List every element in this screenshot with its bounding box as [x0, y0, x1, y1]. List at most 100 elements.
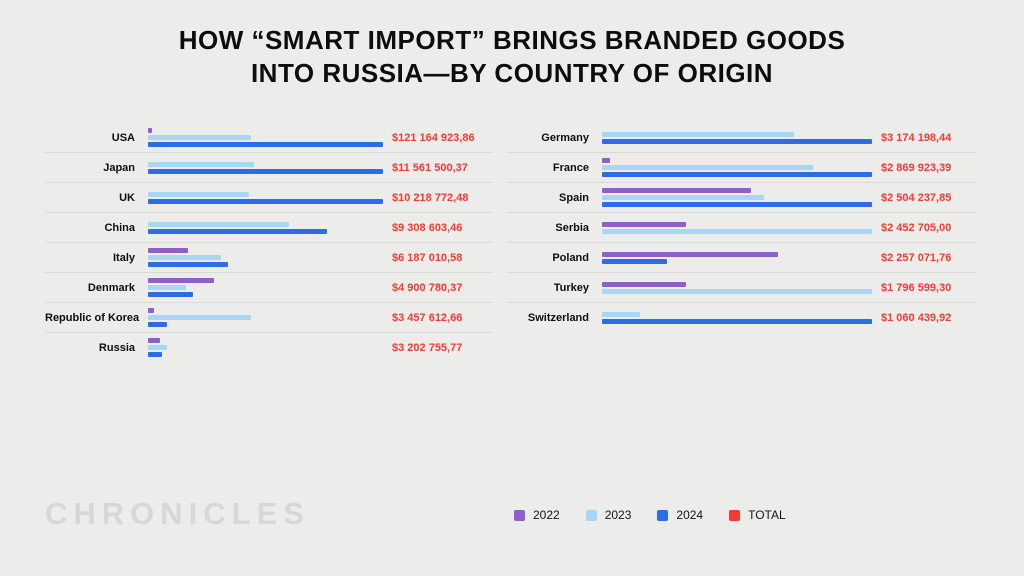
- table-row: Poland $2 257 071,76: [507, 242, 977, 272]
- bar-2024: [602, 138, 872, 144]
- legend-item-2024: 2024: [657, 508, 703, 522]
- country-label: France: [552, 161, 589, 174]
- country-label: Turkey: [553, 281, 589, 294]
- bar-2023: [602, 165, 813, 170]
- table-row: Republic of Korea $3 457 612,66: [45, 302, 492, 332]
- legend-label: 2024: [676, 508, 704, 522]
- bar-group: [602, 251, 872, 264]
- bar-2022: [602, 251, 778, 257]
- table-row: Germany $3 174 198,44: [507, 123, 977, 152]
- total-value: $11 561 500,37: [392, 161, 468, 174]
- country-label: USA: [111, 131, 135, 144]
- chart-left: USA $121 164 923,86 Japan $11 561 500,37 UK $…: [45, 123, 492, 362]
- bar-group: [602, 221, 872, 234]
- bar-2023: [602, 131, 794, 137]
- country-label: Switzerland: [527, 311, 589, 324]
- table-row: Japan $11 561 500,37: [45, 152, 492, 182]
- legend-label: TOTAL: [748, 508, 786, 522]
- bar-group: [602, 158, 872, 177]
- bar-2023: [148, 315, 252, 320]
- bar-2022: [148, 128, 152, 133]
- bar-group: [148, 308, 383, 327]
- bar-2024: [602, 258, 667, 264]
- total-value: $6 187 010,58: [392, 251, 463, 264]
- table-row: China $9 308 603,46: [45, 212, 492, 242]
- total-value: $2 452 705,00: [881, 221, 952, 234]
- table-row: Russia $3 202 755,77: [45, 332, 492, 362]
- bar-2022: [148, 248, 188, 253]
- bar-group: [148, 191, 383, 204]
- table-row: France $2 869 923,39: [507, 152, 977, 182]
- country-label: Serbia: [555, 221, 589, 234]
- bar-2023: [148, 221, 289, 227]
- table-row: Denmark $4 900 780,37: [45, 272, 492, 302]
- country-label: Poland: [552, 251, 589, 264]
- total-value: $1 060 439,92: [881, 311, 952, 324]
- bar-2023: [148, 285, 186, 290]
- total-value: $1 796 599,30: [881, 281, 952, 294]
- total-value: $3 202 755,77: [392, 341, 463, 354]
- table-row: UK $10 218 772,48: [45, 182, 492, 212]
- legend-item-2022: 2022: [514, 508, 560, 522]
- legend-label: 2022: [533, 508, 560, 522]
- country-label: Italy: [112, 251, 135, 264]
- bar-2022: [602, 188, 751, 193]
- country-label: Germany: [541, 131, 589, 144]
- bar-2022: [148, 308, 154, 313]
- bar-group: [148, 128, 383, 147]
- legend-swatch-2022: [514, 509, 525, 521]
- legend-swatch-2024: [657, 509, 669, 521]
- bar-group: [148, 161, 383, 174]
- table-row: Switzerland $1 060 439,92: [507, 302, 977, 332]
- country-label: Russia: [98, 341, 135, 354]
- legend-item-total: TOTAL: [729, 508, 786, 522]
- bar-2023: [602, 311, 640, 317]
- bar-group: [148, 221, 383, 234]
- bar-2024: [602, 202, 872, 207]
- bar-2022: [602, 221, 686, 227]
- table-row: Italy $6 187 010,58: [45, 242, 492, 272]
- total-value: $121 164 923,86: [392, 131, 475, 144]
- country-label: Denmark: [87, 281, 135, 294]
- bar-group: [602, 131, 872, 144]
- bar-2024: [148, 198, 383, 204]
- bar-2024: [602, 172, 872, 177]
- total-value: $2 257 071,76: [881, 251, 952, 264]
- bar-2024: [148, 168, 383, 174]
- bar-2022: [602, 158, 611, 163]
- total-value: $4 900 780,37: [392, 281, 463, 294]
- country-label: Japan: [103, 161, 135, 174]
- page-title: HOW “SMART IMPORT” BRINGS BRANDED GOODS …: [0, 24, 1024, 91]
- legend-swatch-total: [729, 509, 741, 521]
- bar-2023: [148, 161, 254, 167]
- bar-group: [602, 188, 872, 207]
- bar-group: [148, 338, 383, 357]
- table-row: USA $121 164 923,86: [45, 123, 492, 152]
- bar-group: [602, 311, 872, 324]
- bar-2024: [148, 292, 193, 297]
- bar-2022: [148, 338, 160, 343]
- bar-group: [148, 278, 383, 297]
- legend-swatch-2023: [585, 509, 597, 521]
- bar-group: [148, 248, 383, 267]
- total-value: $10 218 772,48: [392, 191, 469, 204]
- bar-group: [602, 281, 872, 294]
- bar-2024: [602, 318, 872, 324]
- legend-item-2023: 2023: [585, 508, 631, 522]
- bar-2023: [602, 195, 764, 200]
- bar-2022: [148, 278, 214, 283]
- table-row: Serbia $2 452 705,00: [507, 212, 977, 242]
- country-label: UK: [119, 191, 135, 204]
- total-value: $3 174 198,44: [881, 131, 952, 144]
- country-label: Spain: [559, 191, 589, 204]
- table-row: Turkey $1 796 599,30: [507, 272, 977, 302]
- chart-right: Germany $3 174 198,44 France $2 869 923,39 S…: [507, 123, 977, 332]
- country-label: Republic of Korea: [45, 311, 140, 324]
- bar-2024: [148, 262, 228, 267]
- bar-2023: [148, 135, 252, 140]
- title-line-2: INTO RUSSIA—BY COUNTRY OF ORIGIN: [250, 58, 774, 89]
- bar-2022: [602, 281, 686, 287]
- legend: 2022 2023 2024 TOTAL: [514, 508, 786, 522]
- table-row: Spain $2 504 237,85: [507, 182, 977, 212]
- bar-2024: [148, 322, 167, 327]
